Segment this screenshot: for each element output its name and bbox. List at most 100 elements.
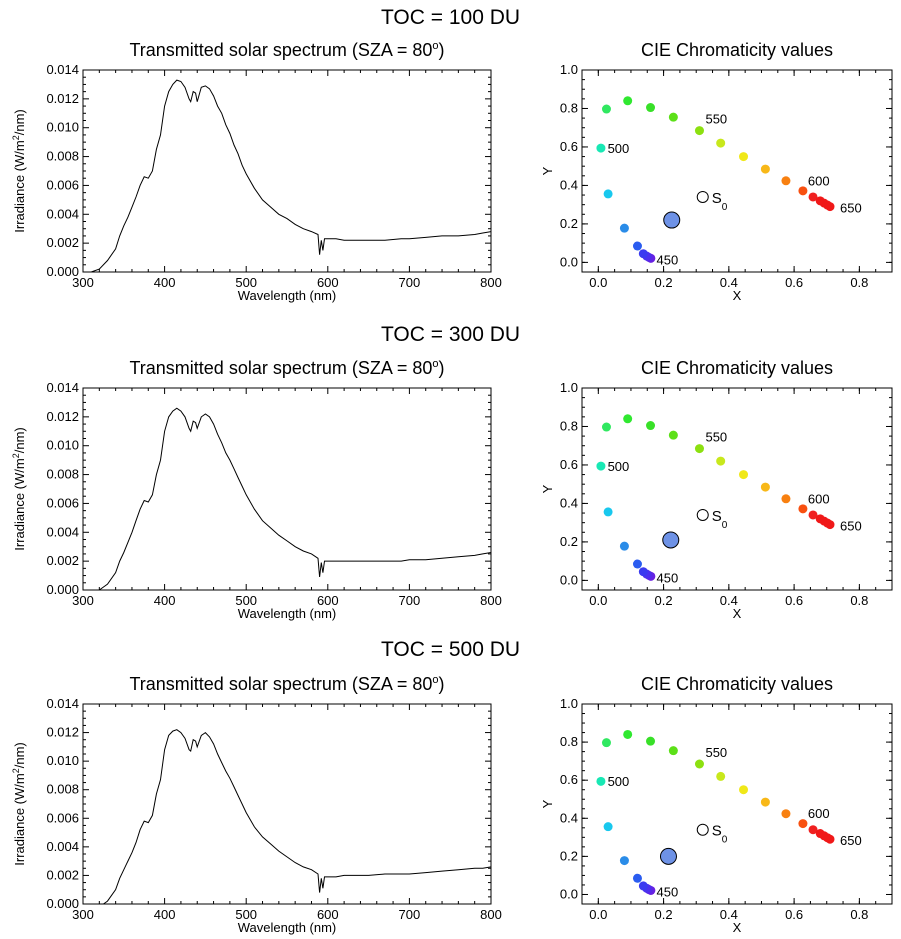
source-point-label-text: S (712, 823, 722, 840)
locus-point (825, 202, 835, 212)
locus-point (694, 759, 704, 769)
y-tick-label: 0.6 (560, 772, 578, 787)
toc-300-heading: TOC = 300 DU (380, 323, 521, 346)
y-tick-label: 0.0 (560, 254, 578, 269)
x-tick-label: 0.4 (720, 593, 738, 608)
wavelength-label: 650 (840, 201, 862, 216)
toc-500-heading: TOC = 500 DU (380, 638, 521, 661)
toc-100-heading: TOC = 100 DU (380, 6, 521, 29)
source-point-label-sub: 0 (722, 835, 728, 846)
source-point-label-sub: 0 (722, 520, 728, 531)
x-axis-label: X (733, 606, 742, 621)
x-axis-label: Wavelength (nm) (238, 920, 337, 935)
locus-point (596, 461, 606, 471)
locus-point (619, 223, 629, 233)
y-tick-label: 0.0 (560, 886, 578, 901)
locus-point (716, 771, 726, 781)
source-point-label-text: S (712, 508, 722, 525)
y-tick-label: 0.008 (46, 149, 79, 164)
y-axis-label-suffix: /nm) (12, 427, 27, 453)
locus-point (632, 241, 642, 251)
x-tick-label: 600 (317, 275, 339, 290)
plot-frame (82, 69, 492, 273)
locus-point (601, 738, 611, 748)
y-tick-label: 0.000 (46, 264, 79, 279)
wavelength-label: 600 (808, 806, 830, 821)
locus-point (760, 164, 770, 174)
y-axis-label-sup: 2 (11, 135, 21, 140)
x-tick-label: 600 (317, 907, 339, 922)
locus-point (798, 819, 808, 829)
y-axis-label-sup: 2 (11, 453, 21, 458)
x-tick-label: 0.0 (589, 275, 607, 290)
locus-point (668, 746, 678, 756)
wavelength-label: 550 (705, 430, 727, 445)
y-tick-label: 0.014 (46, 380, 79, 395)
y-tick-label: 0.012 (46, 91, 79, 106)
locus-point (825, 834, 835, 844)
y-tick-label: 0.8 (560, 734, 578, 749)
y-tick-label: 0.000 (46, 896, 79, 911)
y-tick-label: 0.002 (46, 553, 79, 568)
wavelength-label: 650 (840, 519, 862, 534)
x-tick-label: 0.8 (850, 907, 868, 922)
plot-frame (581, 703, 893, 905)
plot-frame (581, 69, 893, 273)
x-tick-label: 0.0 (589, 593, 607, 608)
spectrum-title-suffix: ) (439, 40, 445, 60)
locus-point (623, 414, 633, 424)
y-axis-label-text: Irradiance (W/m (12, 140, 27, 232)
locus-point (632, 873, 642, 883)
source-point-label-text: S (712, 190, 722, 207)
x-tick-label: 0.6 (785, 907, 803, 922)
y-tick-label: 0.4 (560, 495, 578, 510)
locus-point (808, 825, 818, 835)
x-tick-label: 800 (480, 907, 502, 922)
y-tick-label: 0.010 (46, 753, 79, 768)
locus-point (638, 567, 648, 577)
x-tick-label: 0.6 (785, 593, 803, 608)
y-axis-label-suffix: /nm) (12, 109, 27, 135)
y-tick-label: 0.014 (46, 696, 79, 711)
y-tick-label: 1.0 (560, 380, 578, 395)
x-tick-label: 0.4 (720, 907, 738, 922)
wavelength-label: 550 (705, 112, 727, 127)
locus-point (619, 541, 629, 551)
y-axis-label-suffix: /nm) (12, 742, 27, 768)
x-tick-label: 400 (154, 593, 176, 608)
locus-point (694, 126, 704, 136)
y-tick-label: 0.2 (560, 848, 578, 863)
locus-point (760, 797, 770, 807)
locus-point (596, 776, 606, 786)
y-tick-label: 0.012 (46, 725, 79, 740)
source-point-label: S0 (712, 508, 728, 531)
y-tick-label: 0.6 (560, 457, 578, 472)
locus-point (603, 189, 613, 199)
locus-point (781, 176, 791, 186)
transmitted-chromaticity-point (662, 531, 680, 549)
locus-point (739, 152, 749, 162)
y-tick-label: 0.008 (46, 782, 79, 797)
locus-point (623, 729, 633, 739)
locus-point (716, 456, 726, 466)
source-point (696, 190, 709, 203)
locus-point (668, 112, 678, 122)
x-axis-label: X (733, 288, 742, 303)
spectrum-title-suffix: ) (439, 674, 445, 694)
y-tick-label: 0.2 (560, 534, 578, 549)
spectrum-title-sup: o (432, 674, 438, 686)
y-tick-label: 0.6 (560, 139, 578, 154)
x-tick-label: 0.4 (720, 275, 738, 290)
x-tick-label: 0.0 (589, 907, 607, 922)
y-tick-label: 0.008 (46, 467, 79, 482)
x-tick-label: 0.2 (655, 593, 673, 608)
spectrum-title: Transmitted solar spectrum (SZA = 80o) (129, 358, 444, 378)
y-tick-label: 0.010 (46, 438, 79, 453)
spectrum-title-text: Transmitted solar spectrum (SZA = 80 (129, 674, 432, 694)
spectrum-line (103, 729, 492, 905)
x-tick-label: 0.8 (850, 275, 868, 290)
wavelength-label: 500 (608, 141, 630, 156)
locus-point (798, 186, 808, 196)
y-tick-label: 0.002 (46, 867, 79, 882)
plot-frame (581, 387, 893, 591)
